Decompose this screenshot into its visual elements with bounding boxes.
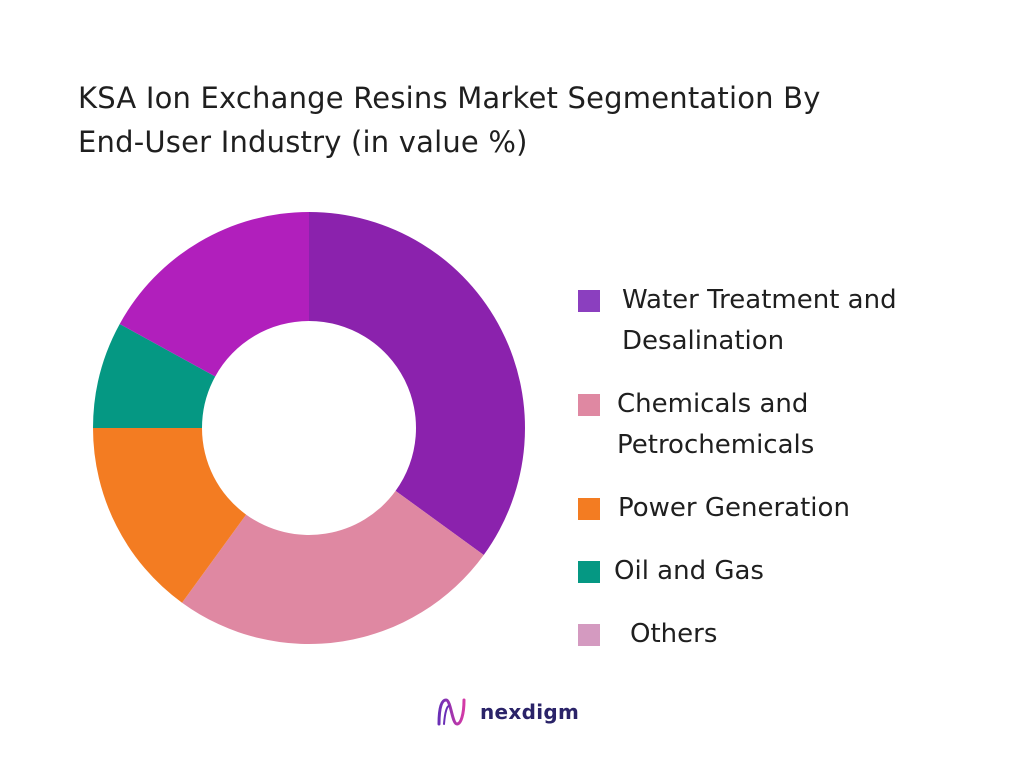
legend-label: Water Treatment and Desalination [622, 285, 897, 356]
legend-swatch [578, 394, 600, 416]
legend-item-oil-and-gas: Oil and Gas [578, 551, 764, 592]
legend-label: Power Generation [618, 493, 850, 523]
legend-label: Others [630, 619, 718, 649]
legend-label: Oil and Gas [614, 556, 764, 586]
legend-swatch [578, 290, 600, 312]
legend-swatch [578, 498, 600, 520]
nexdigm-logo-icon [437, 698, 466, 726]
donut-slice-chemicals-and-petrochemicals [182, 490, 484, 644]
brand-name: nexdigm [480, 700, 580, 724]
donut-slice-power-generation [93, 428, 247, 603]
legend-label: Chemicals and Petrochemicals [617, 389, 815, 460]
chart-title-line-1: KSA Ion Exchange Resins Market Segmentat… [78, 81, 821, 115]
donut-slice-water-treatment-and-desalination [309, 212, 525, 555]
brand-footer: nexdigm [436, 696, 579, 728]
donut-slice-oil-and-gas [93, 323, 216, 428]
legend-item-water-treatment: Water Treatment and Desalination [578, 280, 897, 362]
legend-item-others: Others [578, 614, 717, 655]
legend-swatch [578, 624, 600, 646]
legend-swatch [578, 561, 600, 583]
legend-item-chemicals: Chemicals and Petrochemicals [578, 384, 814, 466]
legend-item-power-generation: Power Generation [578, 488, 850, 529]
donut-slice-others [119, 212, 309, 377]
chart-title-line-2: End-User Industry (in value %) [78, 125, 528, 159]
chart-title: KSA Ion Exchange Resins Market Segmentat… [78, 76, 958, 164]
